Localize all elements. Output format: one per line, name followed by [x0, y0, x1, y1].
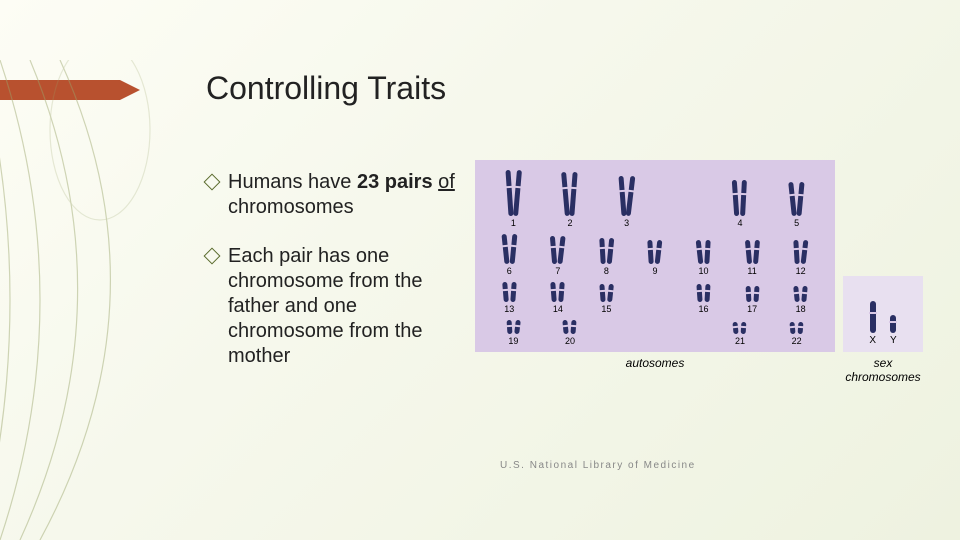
- sex-chromosomes-panel: XY: [843, 276, 923, 352]
- chromosome-pair: 10: [679, 240, 728, 276]
- image-credit: U.S. National Library of Medicine: [500, 460, 696, 471]
- chromosome-pair: 7: [534, 236, 583, 276]
- autosomes-panel: 12345678910111213141516171819202122: [475, 160, 835, 352]
- autosomes-label: autosomes: [475, 356, 835, 384]
- chromosome-pair: 9: [631, 240, 680, 276]
- chromosome-pair: 18: [776, 286, 825, 314]
- chromosome-pair: 1: [485, 170, 542, 228]
- chromosome-pair: 3: [598, 176, 655, 228]
- chromosome-pair: 5: [768, 182, 825, 228]
- slide: Controlling Traits Humans have 23 pairs …: [0, 0, 960, 540]
- slide-title: Controlling Traits: [206, 70, 446, 107]
- chromosome-pair: 16: [679, 284, 728, 314]
- bullet-list: Humans have 23 pairs of chromosomes Each…: [206, 170, 476, 393]
- chromosome-pair: 14: [534, 282, 583, 314]
- karyotype-figure: 12345678910111213141516171819202122 XY a…: [475, 160, 930, 384]
- chromosome-pair: 6: [485, 234, 534, 276]
- chromosome-pair: 21: [712, 322, 769, 346]
- chromosome-pair: 15: [582, 284, 631, 314]
- chromosome-pair: 8: [582, 238, 631, 276]
- chromosome-pair: 4: [712, 180, 769, 228]
- sex-chromosome: Y: [890, 315, 897, 346]
- chromosome-pair: 22: [768, 322, 825, 346]
- sex-chromosome: X: [869, 301, 876, 346]
- bullet-item: Humans have 23 pairs of chromosomes: [206, 170, 476, 220]
- chromosome-pair: 20: [542, 320, 599, 346]
- chromosome-pair: 2: [542, 172, 599, 228]
- chromosome-pair: 13: [485, 282, 534, 314]
- chromosome-pair: 17: [728, 286, 777, 314]
- chromosome-pair: 19: [485, 320, 542, 346]
- sex-chromosomes-label: sex chromosomes: [843, 356, 923, 384]
- chromosome-pair: 11: [728, 240, 777, 276]
- chromosome-pair: 12: [776, 240, 825, 276]
- bullet-item: Each pair has one chromosome from the fa…: [206, 244, 476, 369]
- leaf-decoration: [0, 60, 220, 540]
